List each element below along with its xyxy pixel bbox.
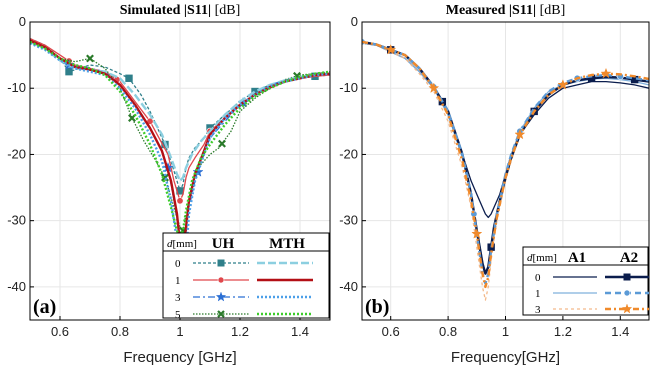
chart-title: Measured |S11| [dB] (446, 3, 565, 18)
y-tick-label: 0 (19, 14, 26, 29)
legend-param-unit: [mm] (173, 238, 197, 250)
legend-row-label: 5 (175, 309, 181, 321)
legend-marker-a2-d1 (623, 289, 631, 297)
series-marker-a2-d3 (428, 82, 440, 94)
series-marker-a2-d3 (385, 43, 397, 55)
series-line-mth-d5 (30, 40, 330, 239)
legend-marker-uh-d5 (217, 310, 225, 318)
series-marker-uh-d5 (218, 139, 226, 148)
legend-marker-uh-d3 (215, 291, 227, 302)
y-tick-label: 0 (351, 14, 358, 29)
chart-panel-a: Simulated |S11| [dB] 0.6 0.8 1 1.2 1.4 0 -10 -20… (7, 3, 331, 366)
legend-param-unit: [mm] (533, 252, 557, 264)
legend-row-label: 1 (175, 275, 181, 287)
x-tick-label: 1 (502, 324, 509, 339)
y-tick-label: -30 (339, 213, 358, 228)
x-tick-label: 0.8 (111, 324, 129, 339)
legend-box (522, 246, 649, 316)
chart-title-main: Simulated |S11| (120, 3, 211, 18)
legend-param-label: d (167, 238, 173, 250)
legend-row-label: 0 (535, 272, 541, 284)
series-line-a2-d3 (362, 40, 649, 289)
legend-row-label: 3 (535, 304, 541, 316)
legend-row-label: 0 (175, 258, 181, 270)
series-group (362, 38, 649, 301)
series-marker-uh-d0 (65, 67, 73, 76)
chart-title-unit: [dB] (536, 3, 565, 18)
legend-box (162, 232, 330, 319)
legend-col2-header: A2 (620, 250, 638, 266)
y-tick-label: -20 (7, 146, 26, 161)
legend-param-header: d[mm] (527, 252, 557, 264)
panel-label: (b) (365, 296, 389, 318)
y-tick-label: -40 (339, 279, 358, 294)
series-marker-a2-d3 (557, 79, 569, 90)
chart-panel-b: Measured |S11| [dB] 0.6 0.8 1 1.2 1.4 0 -10 -20 -… (339, 3, 650, 366)
y-tick-label: -30 (7, 213, 26, 228)
x-tick-label: 1.4 (611, 324, 629, 339)
y-tick-label: -20 (339, 146, 358, 161)
legend-col1-header: A1 (568, 250, 586, 266)
series-marker-uh-d5 (128, 114, 136, 122)
x-axis-label: Frequency[GHz] (451, 349, 560, 366)
x-tick-label: 1.4 (291, 324, 309, 339)
x-tick-label: 1 (176, 324, 183, 339)
x-tick-label: 1.2 (231, 324, 249, 339)
legend-row-label: 3 (175, 292, 181, 304)
y-tick-label: -40 (7, 279, 26, 294)
legend-marker-uh-d1 (217, 276, 225, 284)
legend: d[mm] A1 A2 0 1 3 (522, 246, 649, 316)
series-marker-uh-d5 (161, 173, 169, 182)
legend: d[mm] UH MTH 0 1 3 5 (162, 232, 330, 321)
series-marker-uh-d1 (176, 197, 184, 205)
legend-param-header: d[mm] (167, 238, 197, 250)
panel-label: (a) (33, 296, 56, 318)
legend-marker-a2-d3 (621, 303, 633, 314)
series-marker-a2-d3 (514, 128, 526, 140)
series-marker-a2-d3 (471, 228, 483, 239)
x-tick-label: 0.6 (382, 324, 400, 339)
chart-title-main: Measured |S11| (446, 3, 536, 18)
legend-col1-header: UH (212, 236, 235, 252)
y-tick-label: -10 (7, 80, 26, 95)
x-axis-label: Frequency [GHz] (123, 349, 236, 366)
legend-param-label: d (527, 252, 533, 264)
x-tick-label: 0.6 (51, 324, 69, 339)
legend-marker-uh-d0 (217, 259, 225, 267)
legend-row-label: 1 (535, 288, 541, 300)
series-marker-uh-d0 (125, 74, 133, 82)
chart-title-unit: [dB] (211, 3, 240, 18)
series-marker-a2-d3 (600, 67, 612, 79)
chart-title: Simulated |S11| [dB] (120, 3, 241, 18)
series-marker-uh-d5 (86, 54, 94, 63)
x-tick-label: 1.2 (554, 324, 572, 339)
x-tick-label: 0.8 (439, 324, 457, 339)
series-line-mth-d3 (30, 42, 330, 289)
y-tick-label: -10 (339, 80, 358, 95)
legend-marker-a2-d0 (623, 273, 631, 281)
legend-col2-header: MTH (269, 236, 305, 252)
